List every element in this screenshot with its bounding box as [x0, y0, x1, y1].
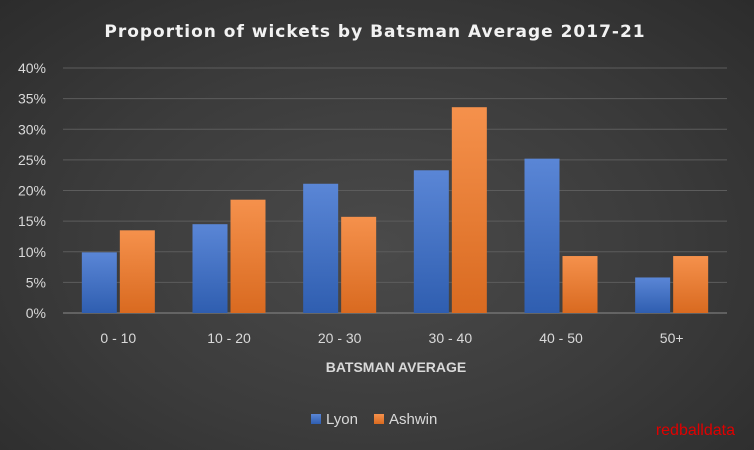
- bar-ashwin: [451, 107, 487, 313]
- x-axis-title: BATSMAN AVERAGE: [326, 359, 467, 375]
- watermark-text: redballdata: [656, 422, 735, 439]
- legend: Lyon Ashwin: [311, 411, 437, 428]
- y-tick-label: 35%: [18, 91, 46, 107]
- bar-lyon: [413, 170, 449, 313]
- y-tick-label: 10%: [18, 244, 46, 260]
- bar-lyon: [192, 224, 228, 313]
- legend-swatch-ashwin: [374, 414, 384, 424]
- y-tick-label: 40%: [18, 60, 46, 76]
- y-tick-label: 5%: [26, 274, 46, 290]
- x-tick-label: 40 - 50: [539, 330, 583, 346]
- y-tick-label: 20%: [18, 183, 46, 199]
- y-tick-label: 30%: [18, 121, 46, 137]
- bar-ashwin: [119, 230, 155, 313]
- y-axis-ticks: 0% 5% 10% 15% 20% 25% 30% 35% 40%: [18, 60, 46, 321]
- y-tick-label: 25%: [18, 152, 46, 168]
- y-tick-label: 0%: [26, 305, 46, 321]
- bar-lyon: [303, 183, 339, 313]
- chart-title: Proportion of wickets by Batsman Average…: [104, 22, 645, 42]
- bar-ashwin: [673, 256, 709, 313]
- bar-lyon: [635, 277, 671, 313]
- bar-lyon: [524, 158, 560, 313]
- legend-swatch-lyon: [311, 414, 321, 424]
- x-tick-label: 20 - 30: [318, 330, 362, 346]
- bar-ashwin: [230, 199, 266, 313]
- x-axis-ticks: 0 - 10 10 - 20 20 - 30 30 - 40 40 - 50 50+: [100, 330, 683, 346]
- bar-ashwin: [341, 216, 377, 313]
- legend-label-lyon: Lyon: [326, 411, 358, 428]
- legend-label-ashwin: Ashwin: [389, 411, 437, 428]
- bar-ashwin: [562, 256, 598, 313]
- y-tick-label: 15%: [18, 213, 46, 229]
- bars: [81, 107, 709, 313]
- x-tick-label: 50+: [660, 330, 684, 346]
- gridlines: [63, 67, 727, 314]
- x-tick-label: 10 - 20: [207, 330, 251, 346]
- bar-lyon: [81, 252, 117, 313]
- x-tick-label: 0 - 10: [100, 330, 136, 346]
- x-tick-label: 30 - 40: [429, 330, 473, 346]
